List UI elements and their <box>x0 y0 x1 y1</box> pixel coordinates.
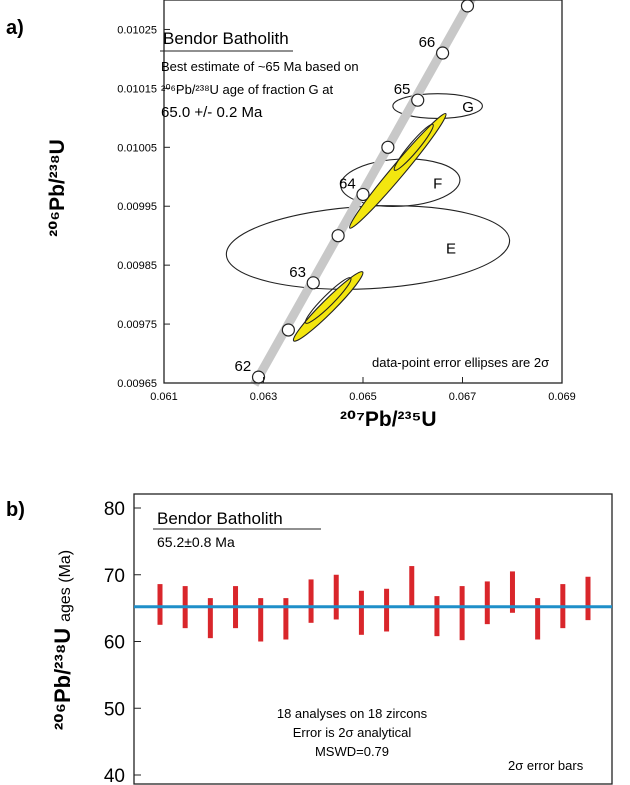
y-tick-label: 0.00975 <box>117 319 157 331</box>
svg-text:²⁰⁶Pb/²³⁸Uages (Ma): ²⁰⁶Pb/²³⁸U ages (Ma) <box>50 550 75 730</box>
y-tick-label: 0.00985 <box>117 260 157 272</box>
concordia-age-label: 62 <box>235 358 252 375</box>
age-error-bar <box>585 576 591 621</box>
concordia-age-label: 64 <box>339 175 356 192</box>
concordia-age-marker <box>411 93 425 107</box>
age-error-bar <box>409 566 415 607</box>
error-ellipse-5 <box>304 277 352 324</box>
ellipse-label-g: G <box>462 99 474 116</box>
age-error-bar <box>384 588 390 632</box>
age-error-bar <box>484 581 490 625</box>
concordia-age-label: 63 <box>289 264 306 281</box>
concordia-age-marker <box>436 46 450 60</box>
x-tick-label: 0.067 <box>449 391 477 403</box>
age-error-bar <box>283 598 289 640</box>
annotation-line-2: ²⁰⁶Pb/²³⁸U age of fraction G at <box>161 82 333 97</box>
plot-b-title: Bendor Batholith <box>157 509 283 528</box>
y-tick-label: 0.01025 <box>117 24 157 36</box>
weighted-mean-age: 65.2±0.8 Ma <box>157 534 235 550</box>
error-bar-layer <box>157 566 591 642</box>
panel-a-label: a) <box>6 17 24 39</box>
concordia-age-marker <box>356 187 370 202</box>
age-panel: b) 40 50 60 70 80 Bendor Batholith 65.2±0.8 … <box>6 493 613 785</box>
x-tick-label: 0.061 <box>150 391 178 403</box>
age-error-bar <box>434 596 440 637</box>
ellipse-layer: G F E <box>225 93 511 342</box>
notes-line-2: Error is 2σ analytical <box>293 725 412 740</box>
annotation-line-1: Best estimate of ~65 Ma based on <box>161 59 359 74</box>
plot-b-y-axis-label: ²⁰⁶Pb/²³⁸U ages (Ma) <box>50 550 75 730</box>
concordia-age-marker <box>331 229 345 243</box>
x-tick-label: 0.069 <box>548 391 576 403</box>
y-tick-label: 80 <box>104 499 125 520</box>
x-tick-label: 0.065 <box>349 391 377 403</box>
concordia-age-marker <box>251 370 266 384</box>
error-ellipse-3 <box>349 113 447 229</box>
ellipse-label-f: F <box>433 176 442 193</box>
error-bar-note: 2σ error bars <box>508 758 584 773</box>
notes-line-3: MSWD=0.79 <box>315 744 389 759</box>
concordia-age-marker <box>381 140 395 154</box>
plot-a-error-note: data-point error ellipses are 2σ <box>372 355 549 370</box>
age-error-bar <box>509 571 515 613</box>
x-tick-label: 0.063 <box>250 391 278 403</box>
annotation-line-3: 65.0 +/- 0.2 Ma <box>161 104 263 121</box>
plot-b-axis-ticks: 40 50 60 70 80 <box>104 499 141 785</box>
age-error-bar <box>535 598 541 640</box>
error-ellipse-6 <box>393 123 434 171</box>
concordia-age-marker <box>460 0 475 13</box>
y-tick-label: 50 <box>104 699 125 720</box>
age-error-bar <box>358 590 364 635</box>
x-axis-label: ²⁰⁷Pb/²³⁵U <box>340 408 437 431</box>
y-tick-label: 0.01005 <box>117 142 157 154</box>
age-error-bar <box>258 598 264 642</box>
concordia-age-label: 65 <box>394 81 411 98</box>
y-tick-label: 0.00965 <box>117 378 157 390</box>
ellipse-label-e: E <box>446 240 456 257</box>
y-tick-label: 0.01015 <box>117 83 157 95</box>
y-tick-label: 60 <box>104 633 125 654</box>
y-tick-label: 40 <box>104 766 125 785</box>
y-tick-label: 70 <box>104 566 125 587</box>
age-error-bar <box>157 584 163 625</box>
concordia-age-marker <box>281 323 295 337</box>
age-error-bar <box>459 586 465 641</box>
y-tick-label: 0.00995 <box>117 201 157 213</box>
plot-b-frame <box>133 493 613 785</box>
y-axis-label-main: ²⁰⁶Pb/²³⁸U <box>50 628 75 730</box>
y-axis-label: ²⁰⁶Pb/²³⁸U <box>46 139 69 237</box>
y-axis-label-suffix: ages (Ma) <box>57 550 74 622</box>
plot-a-axis-ticks: 0.061 0.063 0.065 0.067 0.069 0.00965 0.00975 0… <box>117 24 576 403</box>
plot-a-title: Bendor Batholith <box>163 29 289 48</box>
concordia-layer: 62 63 64 65 66 <box>235 0 476 387</box>
age-error-bar <box>333 574 339 620</box>
panel-b-label: b) <box>6 499 25 521</box>
age-error-bar <box>308 579 314 623</box>
age-error-bar <box>207 598 213 639</box>
concordia-age-marker <box>306 276 320 290</box>
notes-line-1: 18 analyses on 18 zircons <box>277 706 428 721</box>
concordia-age-label: 66 <box>419 34 436 51</box>
